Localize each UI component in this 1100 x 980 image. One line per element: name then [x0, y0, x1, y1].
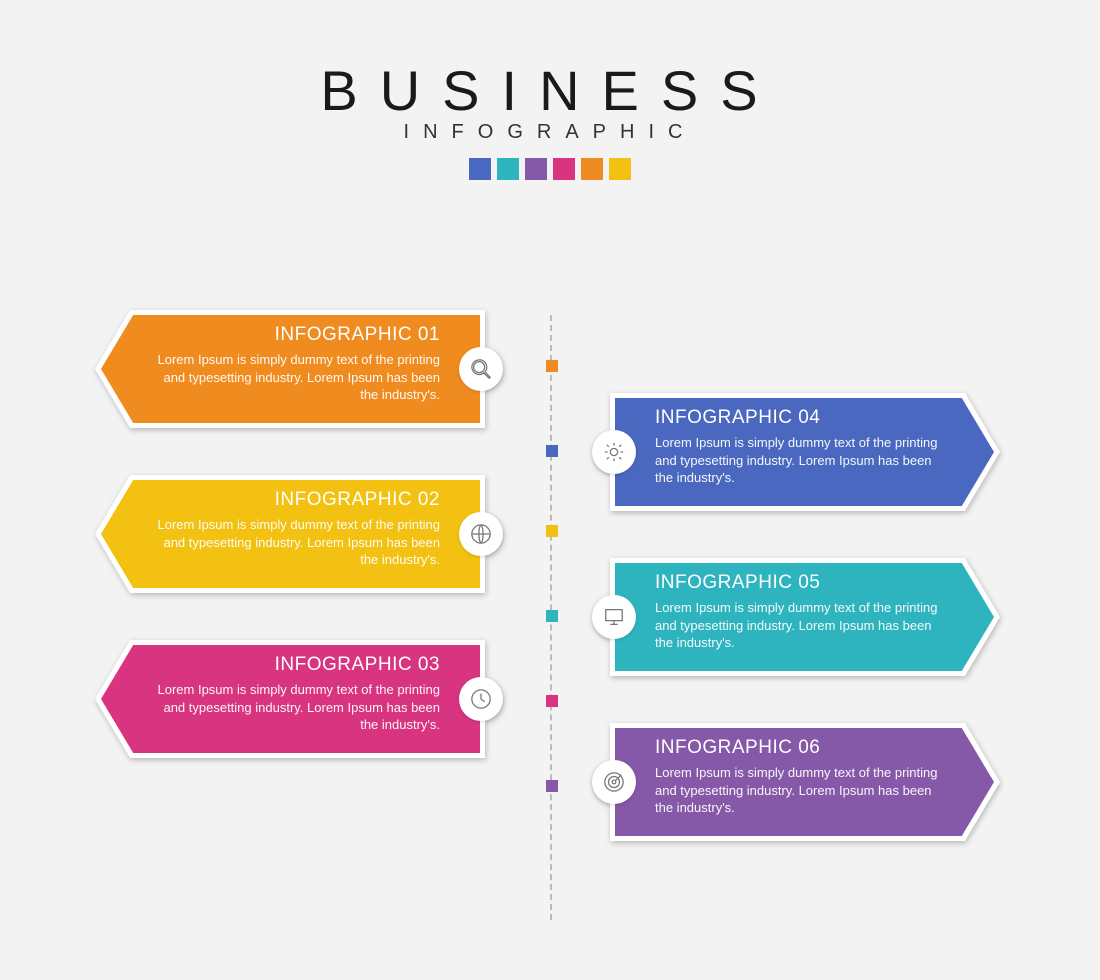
- card-title: INFOGRAPHIC 03: [157, 654, 440, 676]
- monitor-icon: [592, 595, 636, 639]
- search-icon: [459, 347, 503, 391]
- timeline-spine: [550, 315, 552, 920]
- color-swatch: [581, 158, 603, 180]
- card-body: Lorem Ipsum is simply dummy text of the …: [157, 516, 440, 569]
- spine-marker: [546, 360, 558, 372]
- page-subtitle: INFOGRAPHIC: [0, 121, 1100, 144]
- card-title: INFOGRAPHIC 05: [655, 572, 938, 594]
- card-body: Lorem Ipsum is simply dummy text of the …: [655, 434, 938, 487]
- color-swatch: [609, 158, 631, 180]
- color-swatch: [469, 158, 491, 180]
- clock-icon: [459, 677, 503, 721]
- card-body: Lorem Ipsum is simply dummy text of the …: [157, 681, 440, 734]
- card-body: Lorem Ipsum is simply dummy text of the …: [157, 351, 440, 404]
- globe-icon: [459, 512, 503, 556]
- color-swatch: [497, 158, 519, 180]
- card-body: Lorem Ipsum is simply dummy text of the …: [655, 764, 938, 817]
- spine-marker: [546, 525, 558, 537]
- info-card-3: INFOGRAPHIC 03 Lorem Ipsum is simply dumm…: [95, 640, 485, 758]
- spine-marker: [546, 780, 558, 792]
- spine-marker: [546, 445, 558, 457]
- card-body: Lorem Ipsum is simply dummy text of the …: [655, 599, 938, 652]
- spine-marker: [546, 695, 558, 707]
- color-swatch: [553, 158, 575, 180]
- info-card-2: INFOGRAPHIC 02 Lorem Ipsum is simply dumm…: [95, 475, 485, 593]
- color-swatches: [0, 158, 1100, 180]
- card-title: INFOGRAPHIC 01: [157, 324, 440, 346]
- info-card-6: INFOGRAPHIC 06 Lorem Ipsum is simply dumm…: [610, 723, 1000, 841]
- info-card-5: INFOGRAPHIC 05 Lorem Ipsum is simply dumm…: [610, 558, 1000, 676]
- gear-icon: [592, 430, 636, 474]
- spine-marker: [546, 610, 558, 622]
- card-title: INFOGRAPHIC 04: [655, 407, 938, 429]
- info-card-1: INFOGRAPHIC 01 Lorem Ipsum is simply dumm…: [95, 310, 485, 428]
- color-swatch: [525, 158, 547, 180]
- info-card-4: INFOGRAPHIC 04 Lorem Ipsum is simply dumm…: [610, 393, 1000, 511]
- page-title: BUSINESS: [0, 58, 1100, 123]
- header: BUSINESS INFOGRAPHIC: [0, 0, 1100, 180]
- target-icon: [592, 760, 636, 804]
- card-title: INFOGRAPHIC 02: [157, 489, 440, 511]
- card-title: INFOGRAPHIC 06: [655, 737, 938, 759]
